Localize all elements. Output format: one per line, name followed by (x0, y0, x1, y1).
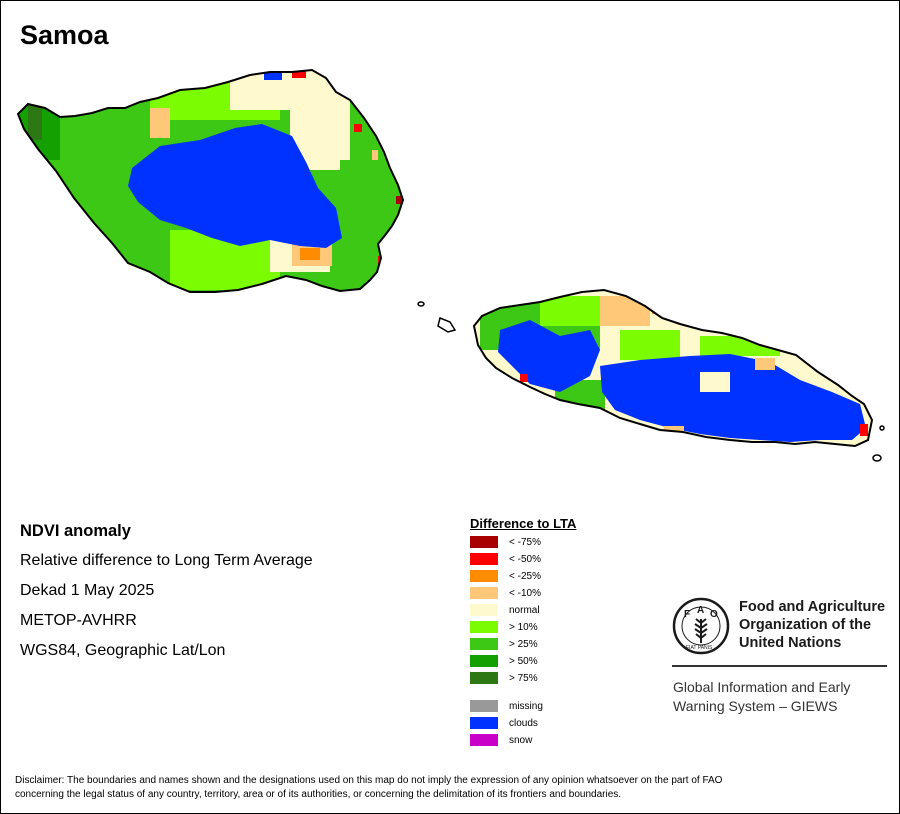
legend-label: < -75% (509, 536, 541, 548)
manono-islet (437, 316, 457, 333)
legend-label: missing (509, 700, 543, 712)
legend-swatch (470, 621, 498, 633)
legend-label: < -10% (509, 587, 541, 599)
giews-line1: Global Information and Early (673, 679, 851, 695)
disclaimer-line2: concerning the legal status of any count… (15, 789, 622, 800)
legend-swatch (470, 734, 498, 746)
legend-swatch (470, 553, 498, 565)
info-sensor: METOP-AVHRR (20, 612, 137, 629)
legend-item: normal (470, 604, 540, 616)
svg-text:O: O (710, 609, 718, 620)
legend-item: < -75% (470, 536, 541, 548)
fao-name-line2: Organization of the (739, 617, 872, 633)
upolu-island (474, 290, 872, 446)
fao-emblem-icon: F A O FIAT PANIS (672, 597, 730, 655)
legend-item: > 10% (470, 621, 538, 633)
svg-text:F: F (684, 609, 690, 620)
legend-swatch (470, 536, 498, 548)
legend-label: > 50% (509, 655, 538, 667)
legend-title: Difference to LTA (470, 516, 577, 531)
nuutele-islet (872, 454, 882, 462)
apolima-islet (417, 301, 425, 307)
legend-swatch (470, 717, 498, 729)
disclaimer-line1: Disclaimer: The boundaries and names sho… (15, 775, 723, 786)
legend-label: > 75% (509, 672, 538, 684)
info-description: Relative difference to Long Term Average (20, 552, 313, 569)
legend-item: > 25% (470, 638, 538, 650)
legend-item: snow (470, 734, 532, 746)
legend-swatch (470, 655, 498, 667)
info-date: Dekad 1 May 2025 (20, 582, 155, 599)
nuulua-islet (879, 425, 885, 431)
giews-line2: Warning System – GIEWS (673, 698, 838, 714)
legend-label: clouds (509, 717, 538, 729)
legend-label: > 25% (509, 638, 538, 650)
savaii-coastline (16, 68, 405, 293)
legend-item: < -10% (470, 587, 541, 599)
legend-swatch (470, 672, 498, 684)
legend-label: normal (509, 604, 540, 616)
legend-label: > 10% (509, 621, 538, 633)
legend-swatch (470, 700, 498, 712)
legend-swatch (470, 587, 498, 599)
fao-name-line1: Food and Agriculture (739, 599, 886, 615)
svg-text:A: A (697, 605, 704, 616)
giews-name: Global Information and Early Warning Sys… (673, 678, 850, 716)
legend-label: < -25% (509, 570, 541, 582)
map-title: Samoa (20, 20, 109, 50)
logo-divider (672, 665, 887, 667)
upolu-coastline (472, 288, 874, 448)
fao-name-line3: United Nations (739, 635, 842, 651)
fao-name: Food and Agriculture Organization of the… (739, 598, 885, 652)
disclaimer: Disclaimer: The boundaries and names sho… (15, 774, 885, 802)
legend-item: < -25% (470, 570, 541, 582)
svg-text:FIAT PANIS: FIAT PANIS (686, 645, 713, 651)
legend-swatch (470, 570, 498, 582)
info-projection: WGS84, Geographic Lat/Lon (20, 642, 226, 659)
legend-swatch (470, 638, 498, 650)
legend-item: clouds (470, 717, 538, 729)
legend-label: snow (509, 734, 533, 746)
legend-swatch (470, 604, 498, 616)
legend-item: < -50% (470, 553, 541, 565)
legend-item: > 75% (470, 672, 538, 684)
legend-item: > 50% (470, 655, 538, 667)
legend-label: < -50% (509, 553, 541, 565)
legend-item: missing (470, 700, 543, 712)
info-heading: NDVI anomaly (20, 522, 131, 540)
